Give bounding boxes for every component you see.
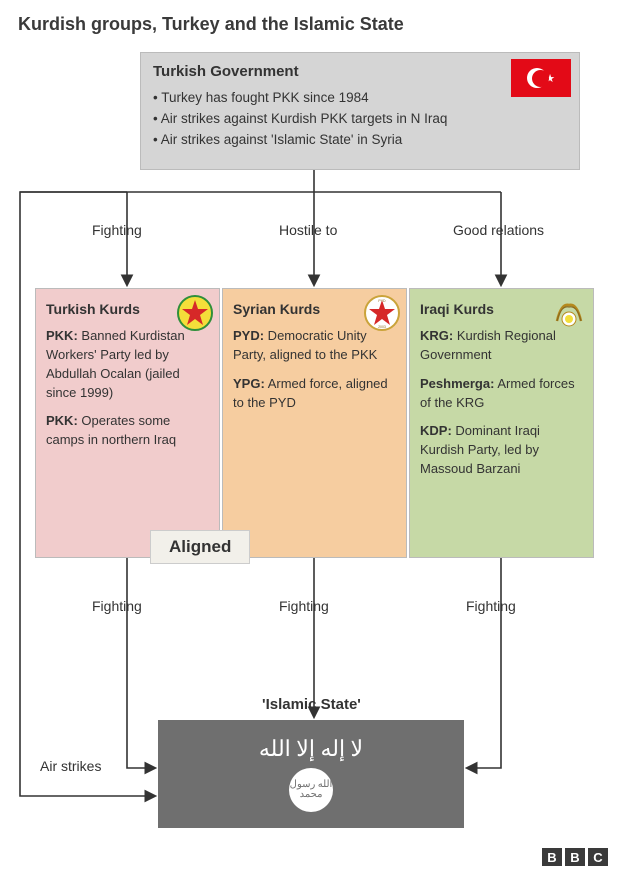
iraqi-kurds-body: KRG: Kurdish Regional Government Peshmer… bbox=[420, 327, 583, 479]
fighting-label-3: Fighting bbox=[466, 598, 516, 614]
bbc-letter: C bbox=[588, 848, 608, 866]
syrian-kurds-box: Syrian Kurds PYD: Democratic Unity Party… bbox=[222, 288, 407, 558]
turkish-government-bullets: Turkey has fought PKK since 1984 Air str… bbox=[153, 88, 567, 151]
relation-label-fighting: Fighting bbox=[92, 222, 142, 238]
svg-text:PYD: PYD bbox=[378, 299, 386, 303]
islamic-state-box: لا إله إلا الله الله رسول محمد bbox=[158, 720, 464, 828]
relation-label-hostile: Hostile to bbox=[279, 222, 337, 238]
relation-label-good: Good relations bbox=[453, 222, 544, 238]
bbc-letter: B bbox=[542, 848, 562, 866]
aligned-badge: Aligned bbox=[150, 530, 250, 564]
bullet-item: Turkey has fought PKK since 1984 bbox=[153, 88, 567, 109]
syrian-kurds-body: PYD: Democratic Unity Party, aligned to … bbox=[233, 327, 396, 412]
krg-emblem-icon bbox=[551, 295, 587, 331]
pkk-emblem-icon bbox=[177, 295, 213, 331]
turkish-kurds-box: Turkish Kurds PKK: Banned Kurdistan Work… bbox=[35, 288, 220, 558]
pyd-emblem-icon: PYD 2003 bbox=[364, 295, 400, 331]
iraqi-kurds-box: Iraqi Kurds KRG: Kurdish Regional Govern… bbox=[409, 288, 594, 558]
turkish-government-title: Turkish Government bbox=[153, 63, 567, 80]
air-strikes-label: Air strikes bbox=[40, 758, 101, 774]
fighting-label-1: Fighting bbox=[92, 598, 142, 614]
turkey-flag-icon: ★ bbox=[511, 59, 571, 97]
fighting-label-2: Fighting bbox=[279, 598, 329, 614]
bullet-item: Air strikes against Kurdish PKK targets … bbox=[153, 109, 567, 130]
svg-text:2003: 2003 bbox=[378, 325, 386, 329]
turkish-kurds-body: PKK: Banned Kurdistan Workers' Party led… bbox=[46, 327, 209, 450]
bullet-item: Air strikes against 'Islamic State' in S… bbox=[153, 130, 567, 151]
is-seal-icon: الله رسول محمد bbox=[289, 768, 333, 812]
islamic-state-title: 'Islamic State' bbox=[262, 696, 361, 713]
is-arabic-text: لا إله إلا الله bbox=[259, 736, 363, 762]
bbc-logo: B B C bbox=[542, 848, 608, 866]
page-title: Kurdish groups, Turkey and the Islamic S… bbox=[18, 14, 404, 35]
turkish-government-box: Turkish Government Turkey has fought PKK… bbox=[140, 52, 580, 170]
bbc-letter: B bbox=[565, 848, 585, 866]
